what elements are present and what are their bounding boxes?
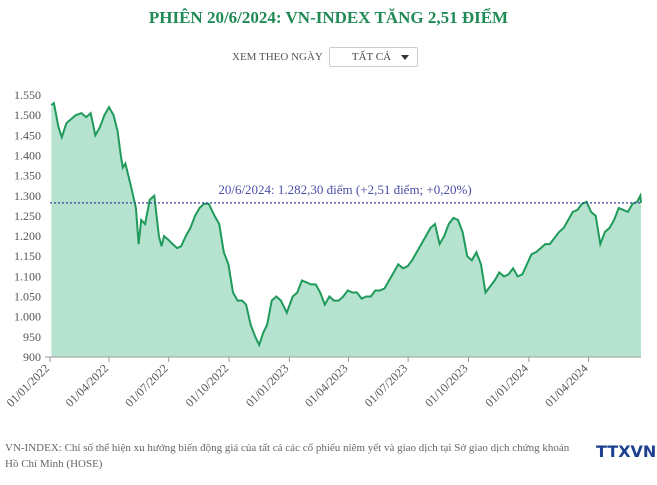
y-tick-label: 1.400 (14, 148, 41, 162)
x-tick-label: 01/04/2022 (63, 361, 112, 410)
control-label: XEM THEO NGÀY (232, 51, 323, 63)
y-tick-label: 1.050 (14, 290, 41, 304)
y-tick-label: 900 (23, 350, 41, 364)
y-tick-label: 1.500 (14, 108, 41, 122)
y-tick-label: 1.100 (14, 269, 41, 283)
controls: XEM THEO NGÀY TẤT CẢ (232, 47, 419, 67)
area (51, 103, 642, 357)
x-tick-label: 01/04/2024 (542, 361, 591, 410)
y-tick-label: 1.350 (14, 169, 41, 183)
y-tick-label: 1.300 (14, 189, 41, 203)
x-tick-label: 01/01/2024 (482, 361, 531, 410)
range-dropdown[interactable]: TẤT CẢ (328, 47, 419, 67)
x-tick-label: 01/10/2022 (183, 361, 232, 410)
logo: TTXVN (596, 442, 657, 461)
footnote: VN-INDEX: Chỉ số thể hiện xu hướng biến … (5, 442, 570, 470)
annotation: 20/6/2024: 1.282,30 điểm (+2,51 điểm; +0… (218, 182, 471, 197)
y-tick-label: 1.450 (14, 128, 41, 142)
chart-title: PHIÊN 20/6/2024: VN-INDEX TĂNG 2,51 ĐIỂM (148, 8, 509, 27)
y-tick-label: 1.150 (14, 249, 41, 263)
x-tick-label: 01/10/2023 (422, 361, 471, 410)
x-tick-label: 01/04/2023 (302, 361, 351, 410)
y-tick-label: 1.200 (14, 229, 41, 243)
x-tick-label: 01/07/2023 (362, 361, 411, 410)
line (50, 101, 642, 348)
x-tick-label: 01/07/2022 (122, 361, 171, 410)
y-tick-label: 1.000 (14, 310, 41, 324)
y-tick-label: 950 (23, 330, 41, 344)
y-tick-label: 1.250 (14, 209, 41, 223)
y-tick-label: 1.550 (14, 88, 41, 102)
x-tick-label: 01/01/2022 (4, 361, 53, 410)
chart: 900 950 1.000 1.050 1.100 1.150 1.200 1.250 1.30… (4, 88, 642, 410)
x-tick-label: 01/01/2023 (243, 361, 292, 410)
